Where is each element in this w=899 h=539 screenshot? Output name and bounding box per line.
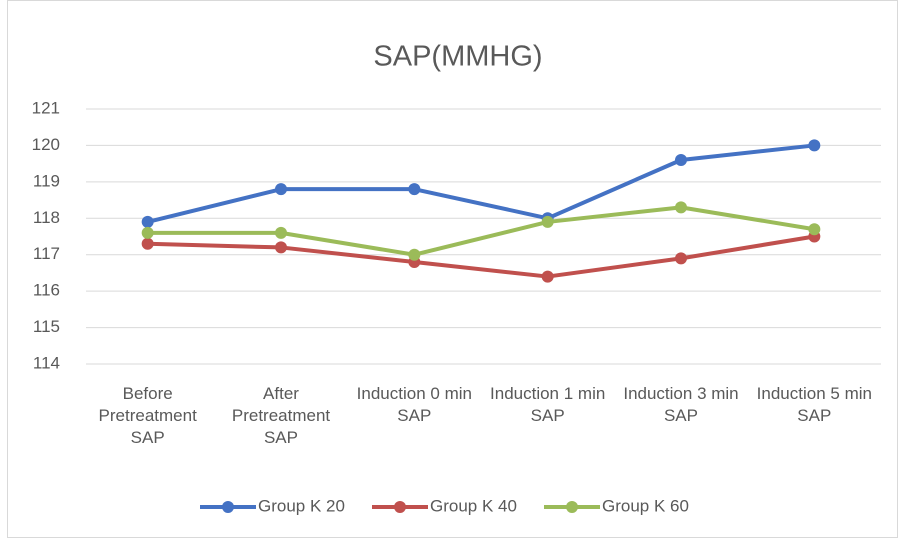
point [275, 241, 287, 254]
point [275, 183, 287, 196]
point [141, 237, 154, 250]
point [141, 215, 154, 228]
point [675, 252, 687, 265]
point [408, 183, 421, 196]
y-tick-label: 117 [33, 244, 60, 263]
point [408, 248, 421, 261]
point [675, 201, 687, 214]
chart-title: SAP(MMHG) [373, 41, 542, 73]
y-tick-label: 118 [33, 208, 60, 227]
legend-marker [394, 501, 406, 513]
x-tick-label: Induction 3 min SAP [623, 384, 739, 425]
point [541, 215, 554, 228]
x-tick-label: After Pretreatment SAP [231, 384, 331, 447]
series-line [147, 234, 815, 279]
legend-marker [566, 501, 578, 513]
legend-marker [222, 501, 234, 513]
y-tick-label: 121 [32, 98, 60, 117]
point [808, 223, 821, 236]
chart-border [7, 0, 898, 538]
y-tick-label: 116 [33, 281, 60, 300]
series-line [147, 205, 815, 257]
x-tick-label: Before Pretreatment SAP [98, 384, 197, 447]
point [275, 226, 287, 239]
point [675, 154, 687, 166]
y-tick-label: 119 [33, 171, 60, 190]
legend-label: Group K 60 [602, 496, 689, 515]
point [541, 270, 554, 283]
legend-label: Group K 40 [430, 496, 517, 515]
point [808, 139, 821, 152]
y-tick-label: 115 [33, 317, 60, 336]
x-tick-label: Induction 1 min SAP [490, 384, 606, 425]
x-tick-label: Induction 5 min SAP [756, 384, 872, 425]
series-line [147, 143, 815, 224]
legend-label: Group K 20 [258, 496, 345, 515]
y-tick-label: 120 [32, 135, 60, 154]
y-tick-label: 114 [33, 353, 60, 372]
point [141, 226, 154, 239]
x-tick-label: Induction 0 min SAP [356, 384, 472, 425]
